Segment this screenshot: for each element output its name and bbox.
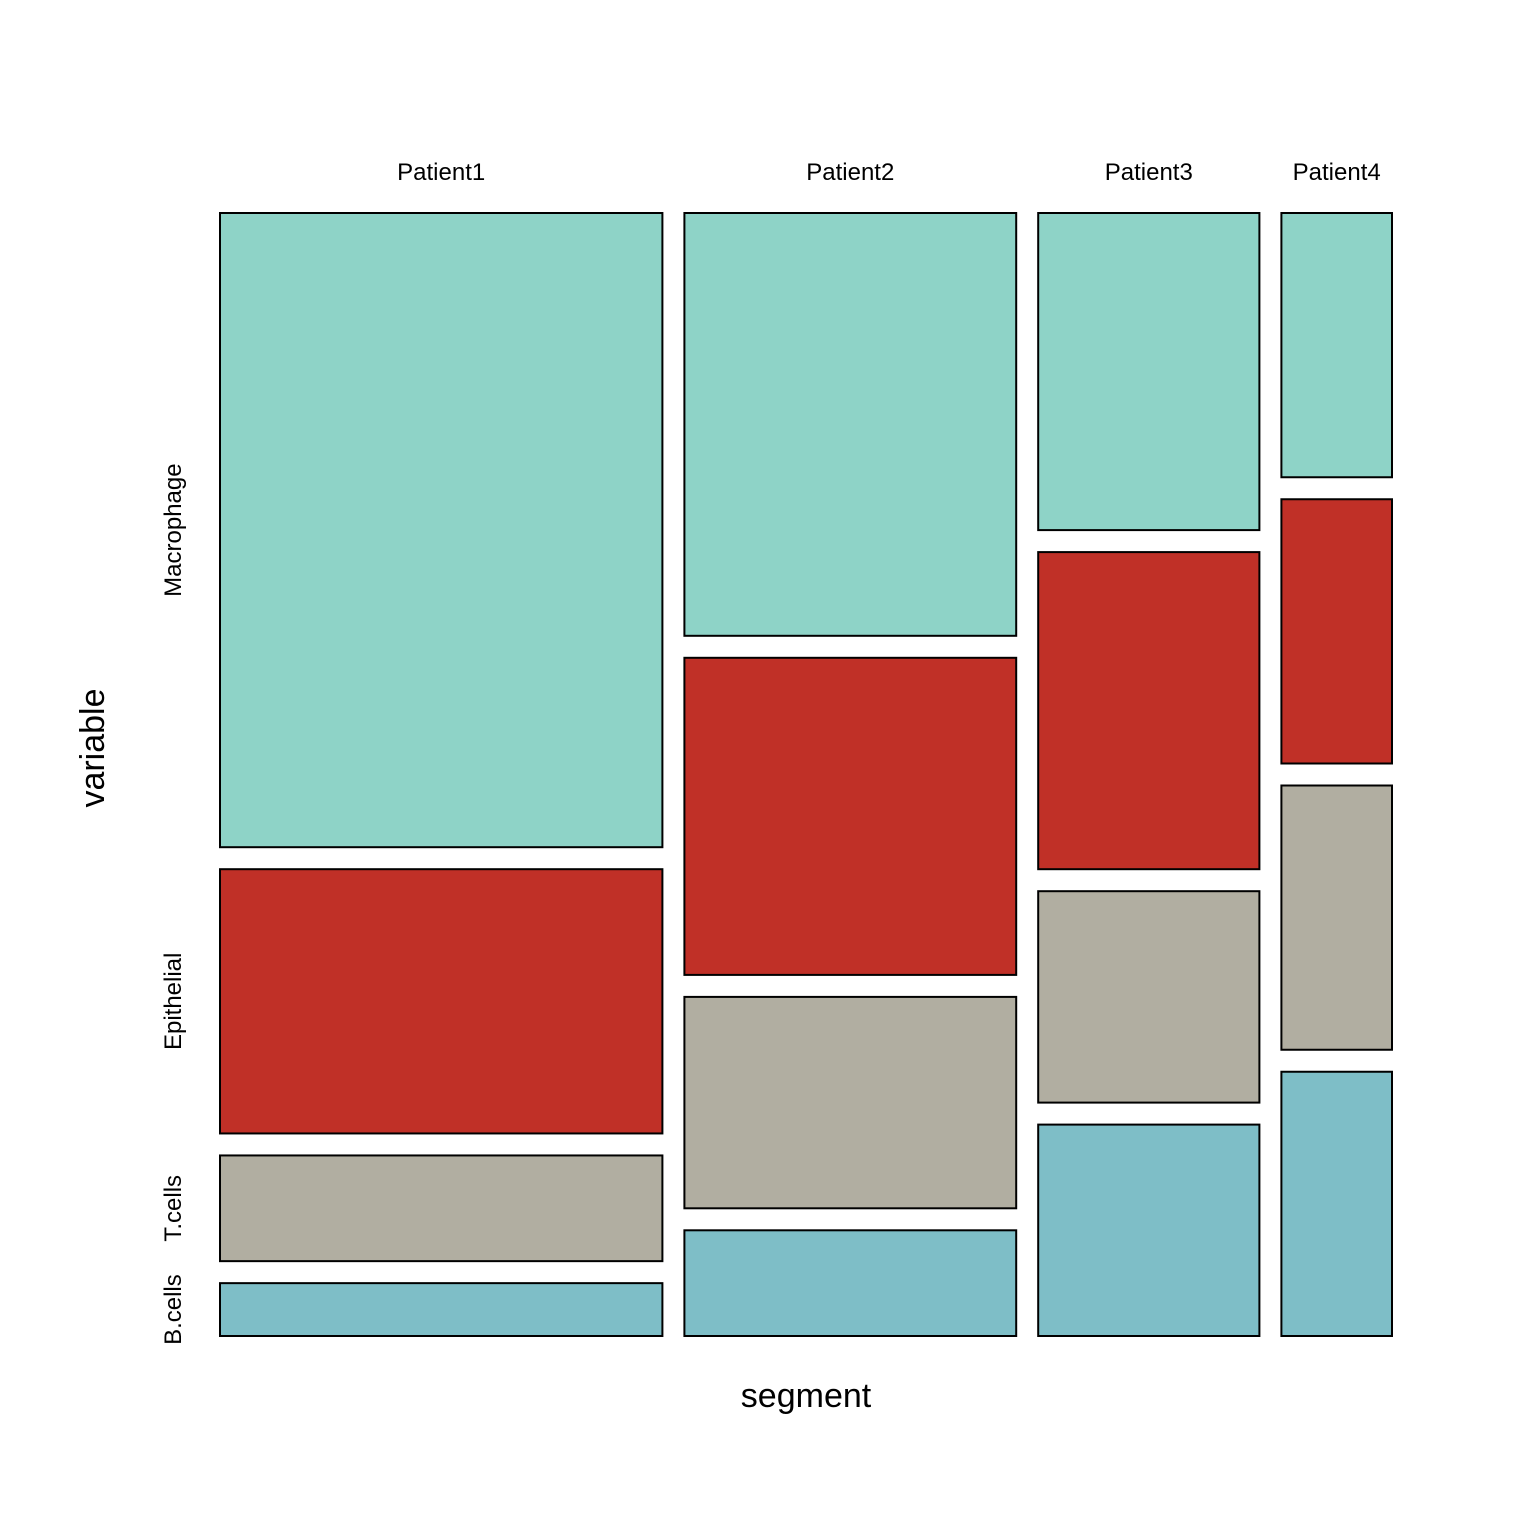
mosaic-cell-patient1-macrophage: [219, 212, 664, 849]
mosaic-cell-patient3-macrophage: [1037, 212, 1261, 532]
mosaic-cell-patient1-t-cells: [219, 1154, 664, 1263]
mosaic-cell-patient1-b-cells: [219, 1282, 664, 1338]
mosaic-cell-patient3-t-cells: [1037, 890, 1261, 1104]
x-axis-title: segment: [741, 1377, 872, 1415]
mosaic-cell-patient2-macrophage: [683, 212, 1018, 637]
x-category-label-patient2: Patient2: [806, 159, 894, 186]
mosaic-cell-patient4-epithelial: [1280, 498, 1394, 765]
x-category-labels-group: Patient1 Patient2 Patient3 Patient4: [397, 159, 1381, 186]
y-category-label-b-cells: B.cells: [160, 1274, 187, 1345]
y-category-label-epithelial: Epithelial: [160, 953, 187, 1050]
mosaic-cell-patient3-epithelial: [1037, 551, 1261, 871]
mosaic-cell-patient3-b-cells: [1037, 1123, 1261, 1337]
mosaic-cell-patient2-epithelial: [683, 656, 1018, 976]
x-category-label-patient3: Patient3: [1105, 159, 1193, 186]
mosaic-cells-group: [219, 212, 1394, 1338]
mosaic-cell-patient4-b-cells: [1280, 1070, 1394, 1337]
mosaic-cell-patient2-t-cells: [683, 995, 1018, 1210]
x-category-label-patient4: Patient4: [1293, 159, 1381, 186]
mosaic-cell-patient2-b-cells: [683, 1229, 1018, 1338]
y-axis-title: variable: [74, 688, 112, 807]
x-category-label-patient1: Patient1: [397, 159, 485, 186]
mosaic-cell-patient4-macrophage: [1280, 212, 1394, 479]
y-category-label-t-cells: T.cells: [160, 1175, 187, 1242]
mosaic-cell-patient1-epithelial: [219, 868, 664, 1135]
y-category-labels-group: Macrophage Epithelial T.cells B.cells: [160, 463, 187, 1345]
mosaic-cell-patient4-t-cells: [1280, 784, 1394, 1051]
y-category-label-macrophage: Macrophage: [160, 463, 187, 596]
